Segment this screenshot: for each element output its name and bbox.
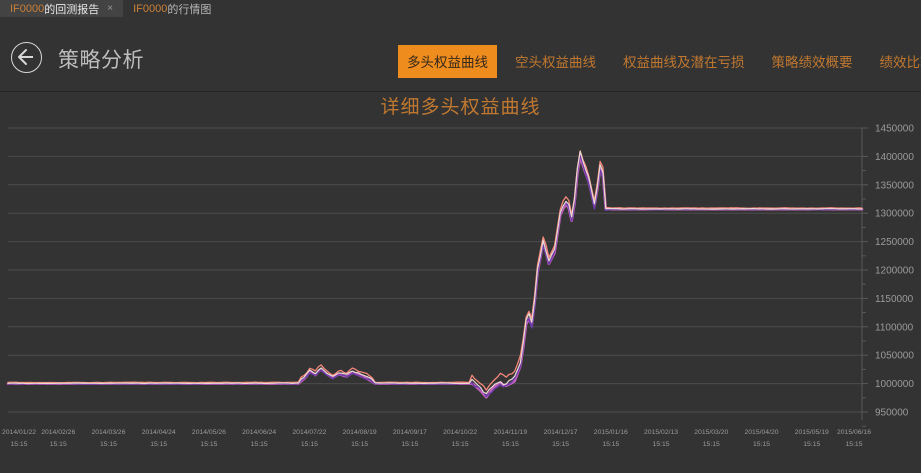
svg-text:1400000: 1400000	[875, 152, 914, 163]
svg-text:15:15: 15:15	[10, 441, 27, 448]
svg-text:15:15: 15:15	[251, 441, 268, 448]
svg-text:15:15: 15:15	[552, 441, 569, 448]
svg-text:1150000: 1150000	[875, 294, 914, 305]
svg-text:1300000: 1300000	[875, 209, 914, 220]
svg-text:15:15: 15:15	[753, 441, 770, 448]
svg-text:15:15: 15:15	[653, 441, 670, 448]
svg-text:1450000: 1450000	[875, 124, 914, 135]
svg-text:2014/10/22: 2014/10/22	[443, 429, 477, 436]
svg-text:2014/09/17: 2014/09/17	[393, 429, 427, 436]
svg-text:2015/02/13: 2015/02/13	[644, 429, 678, 436]
svg-text:2014/07/22: 2014/07/22	[292, 429, 326, 436]
svg-text:15:15: 15:15	[401, 441, 418, 448]
svg-text:15:15: 15:15	[452, 441, 469, 448]
svg-text:950000: 950000	[875, 408, 909, 419]
svg-text:2014/04/24: 2014/04/24	[142, 429, 176, 436]
svg-text:15:15: 15:15	[845, 441, 862, 448]
svg-text:15:15: 15:15	[200, 441, 217, 448]
svg-text:2014/05/26: 2014/05/26	[192, 429, 226, 436]
svg-text:15:15: 15:15	[703, 441, 720, 448]
svg-text:1350000: 1350000	[875, 180, 914, 191]
svg-text:2014/01/22: 2014/01/22	[2, 429, 36, 436]
svg-text:2015/05/19: 2015/05/19	[795, 429, 829, 436]
svg-text:2015/03/20: 2015/03/20	[694, 429, 728, 436]
svg-text:2014/12/17: 2014/12/17	[544, 429, 578, 436]
svg-text:1050000: 1050000	[875, 351, 914, 362]
svg-text:2014/03/26: 2014/03/26	[91, 429, 125, 436]
svg-text:2014/06/24: 2014/06/24	[242, 429, 276, 436]
svg-text:15:15: 15:15	[100, 441, 117, 448]
svg-text:2015/04/20: 2015/04/20	[745, 429, 779, 436]
svg-text:15:15: 15:15	[351, 441, 368, 448]
svg-text:2014/02/26: 2014/02/26	[41, 429, 75, 436]
svg-text:1000000: 1000000	[875, 379, 914, 390]
svg-text:15:15: 15:15	[301, 441, 318, 448]
svg-text:15:15: 15:15	[50, 441, 67, 448]
svg-text:15:15: 15:15	[602, 441, 619, 448]
svg-text:2015/06/16: 2015/06/16	[837, 429, 871, 436]
svg-text:15:15: 15:15	[502, 441, 519, 448]
svg-text:15:15: 15:15	[150, 441, 167, 448]
svg-text:2014/11/19: 2014/11/19	[494, 429, 528, 436]
svg-text:2014/08/19: 2014/08/19	[343, 429, 377, 436]
svg-text:1100000: 1100000	[875, 322, 914, 333]
svg-text:1250000: 1250000	[875, 237, 914, 248]
svg-text:15:15: 15:15	[803, 441, 820, 448]
svg-text:2015/01/16: 2015/01/16	[594, 429, 628, 436]
svg-text:1200000: 1200000	[875, 266, 914, 277]
